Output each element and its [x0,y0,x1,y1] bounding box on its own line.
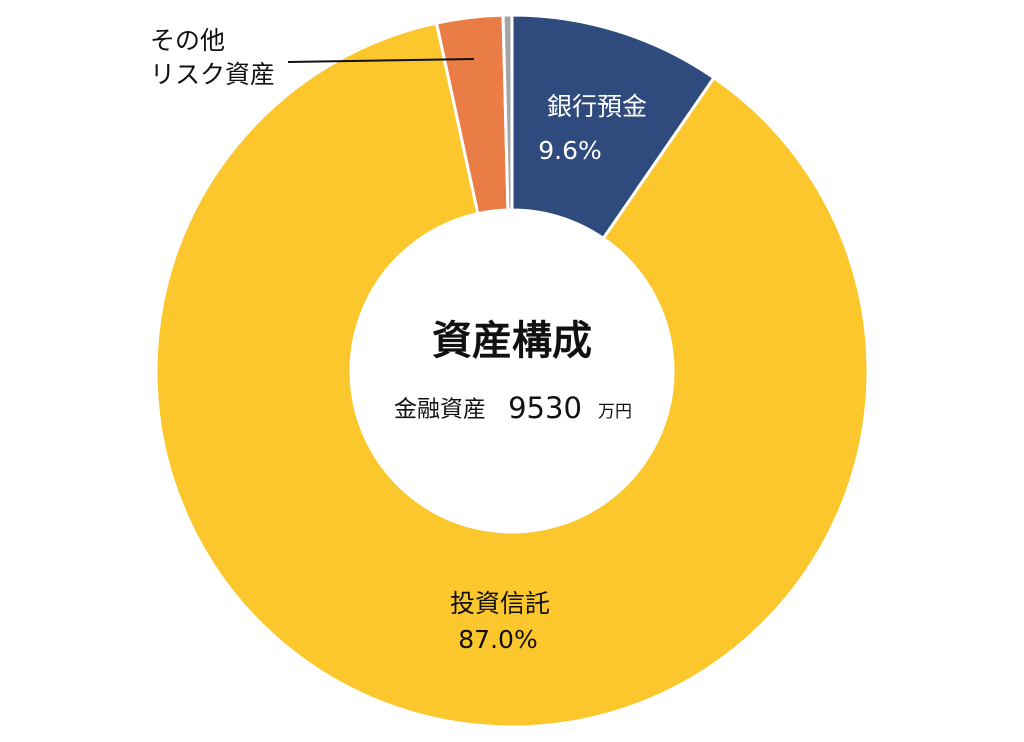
slices [154,13,870,729]
center-amount: 9530 [508,391,582,425]
center-label: 金融資産 [394,397,486,423]
center-unit: 万円 [598,402,632,422]
value-label: 9.6% [538,136,602,165]
category-label: 銀行預金 [547,92,647,121]
leader-line [287,58,475,63]
category-label: その他 リスク資産 [150,26,276,89]
value-label: 87.0% [458,625,537,654]
category-label: 投資信託 [450,589,550,618]
center-title: 資産構成 [432,318,592,364]
donut-slice [501,13,514,212]
donut-slice [154,21,870,729]
